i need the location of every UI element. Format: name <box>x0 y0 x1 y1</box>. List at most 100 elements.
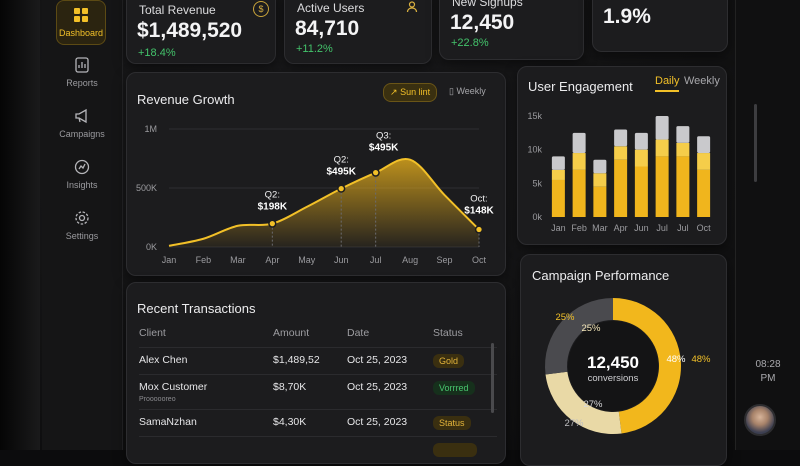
bar-segment <box>656 116 669 140</box>
inner-percent-label: 25% <box>581 323 601 334</box>
kpi-value: 1.9% <box>603 5 651 29</box>
avatar[interactable] <box>744 404 776 436</box>
table-row[interactable] <box>139 437 497 466</box>
status-badge: Gold <box>433 354 464 368</box>
page-scrollbar[interactable] <box>754 104 757 182</box>
y-tick-label: 1M <box>144 124 157 134</box>
annotation-value: $198K <box>258 202 288 213</box>
x-tick-label: Apr <box>614 223 628 233</box>
dollar-icon: $ <box>253 1 269 17</box>
donut-center-value: 12,450 <box>587 353 639 372</box>
bar-segment <box>573 133 586 153</box>
bar-segment <box>656 156 669 217</box>
x-tick-label: Jul <box>656 223 668 233</box>
section-title: Recent Transactions <box>137 301 256 316</box>
table-header-row: Client Amount Date Status <box>139 327 497 348</box>
table-row[interactable]: Alex Chen $1,489,52 Oct 25, 2023 Gold <box>139 348 497 375</box>
amount-cell: $8,70K <box>273 375 347 410</box>
x-tick-label: Jan <box>551 223 566 233</box>
bar-segment <box>676 126 689 143</box>
transactions-card: Recent Transactions Client Amount Date S… <box>126 282 506 464</box>
reports-icon <box>73 56 91 74</box>
data-point <box>338 185 345 192</box>
bar-segment <box>552 156 565 169</box>
annotation-label: Q3: <box>376 131 391 142</box>
annotation-value: $495K <box>369 143 399 154</box>
annotation-value: $495K <box>326 167 356 178</box>
table-row[interactable]: SamaNzhan $4,30K Oct 25, 2023 Status <box>139 410 497 437</box>
amount-cell: $4,30K <box>273 410 347 437</box>
kpi-label: New Signups <box>452 0 523 9</box>
date-cell <box>347 437 433 466</box>
kpi-delta: +11.2% <box>296 43 333 55</box>
bar-segment <box>656 140 669 157</box>
x-tick-label: Apr <box>265 255 279 265</box>
client-name: Alex Chen <box>139 354 187 366</box>
dashboard-icon <box>72 6 90 24</box>
y-tick-label: 15k <box>527 111 542 121</box>
sidebar-item-campaigns[interactable]: Campaigns <box>42 107 122 139</box>
bar-segment <box>593 187 606 217</box>
kpi-card-users: Active Users 84,710 +11.2% <box>284 0 432 64</box>
clock: 08:28 PM <box>746 358 790 386</box>
sidebar-item-settings[interactable]: Settings <box>42 209 122 241</box>
sidebar-item-label: Settings <box>66 231 99 241</box>
device-bezel <box>0 0 40 450</box>
bar-segment <box>635 133 648 150</box>
bar-segment <box>614 146 627 159</box>
insights-icon <box>73 158 91 176</box>
x-tick-label: Aug <box>402 255 418 265</box>
kpi-delta: +18.4% <box>138 47 176 59</box>
sidebar-item-label: Dashboard <box>59 28 103 38</box>
x-tick-label: Sep <box>437 255 453 265</box>
kpi-card-signups: New Signups 12,450 +22.8% <box>439 0 584 60</box>
sidebar-item-label: Campaigns <box>59 129 105 139</box>
y-tick-label: 0k <box>532 212 542 222</box>
kpi-delta: +22.8% <box>451 37 489 49</box>
bar-segment <box>573 170 586 217</box>
gear-icon <box>73 209 91 227</box>
bar-segment <box>593 173 606 186</box>
annotation-value: $148K <box>464 206 494 217</box>
sidebar-item-label: Insights <box>66 180 97 190</box>
x-tick-label: Feb <box>571 223 587 233</box>
client-name: Mox Customer <box>139 381 207 393</box>
sidebar-item-dashboard[interactable]: Dashboard <box>56 0 106 45</box>
x-tick-label: Mar <box>592 223 608 233</box>
table-scrollbar[interactable] <box>491 343 494 413</box>
megaphone-icon <box>73 107 91 125</box>
column-header: Amount <box>273 327 347 348</box>
kpi-value: $1,489,520 <box>137 19 242 43</box>
transactions-table: Client Amount Date Status Alex Chen $1,4… <box>139 327 497 466</box>
bar-segment <box>573 153 586 170</box>
bar-segment <box>635 150 648 167</box>
bar-segment <box>697 153 710 170</box>
bar-segment <box>593 160 606 173</box>
inner-percent-label: 27% <box>583 399 603 410</box>
sidebar-item-label: Reports <box>66 78 98 88</box>
outer-percent-label: 48% <box>691 354 711 365</box>
annotation-label: Q2: <box>334 155 349 166</box>
status-badge: Status <box>433 416 471 430</box>
y-tick-label: 0K <box>146 242 157 252</box>
date-cell: Oct 25, 2023 <box>347 410 433 437</box>
x-tick-label: Jul <box>677 223 689 233</box>
data-point <box>372 169 379 176</box>
outer-percent-label: 27% <box>564 418 584 429</box>
kpi-card-rate: 1.9% <box>592 0 728 52</box>
x-tick-label: Jun <box>634 223 649 233</box>
bar-segment <box>614 129 627 146</box>
donut-center-label: conversions <box>588 373 639 384</box>
sidebar-item-insights[interactable]: Insights <box>42 158 122 190</box>
sidebar: Dashboard Reports Campaigns Insights Set… <box>42 0 123 450</box>
data-point <box>476 226 483 233</box>
bar-segment <box>552 180 565 217</box>
date-cell: Oct 25, 2023 <box>347 375 433 410</box>
amount-cell <box>273 437 347 466</box>
kpi-value: 84,710 <box>295 17 359 41</box>
sidebar-item-reports[interactable]: Reports <box>42 56 122 88</box>
annotation-label: Q2: <box>265 190 280 201</box>
y-tick-label: 5k <box>532 178 542 188</box>
